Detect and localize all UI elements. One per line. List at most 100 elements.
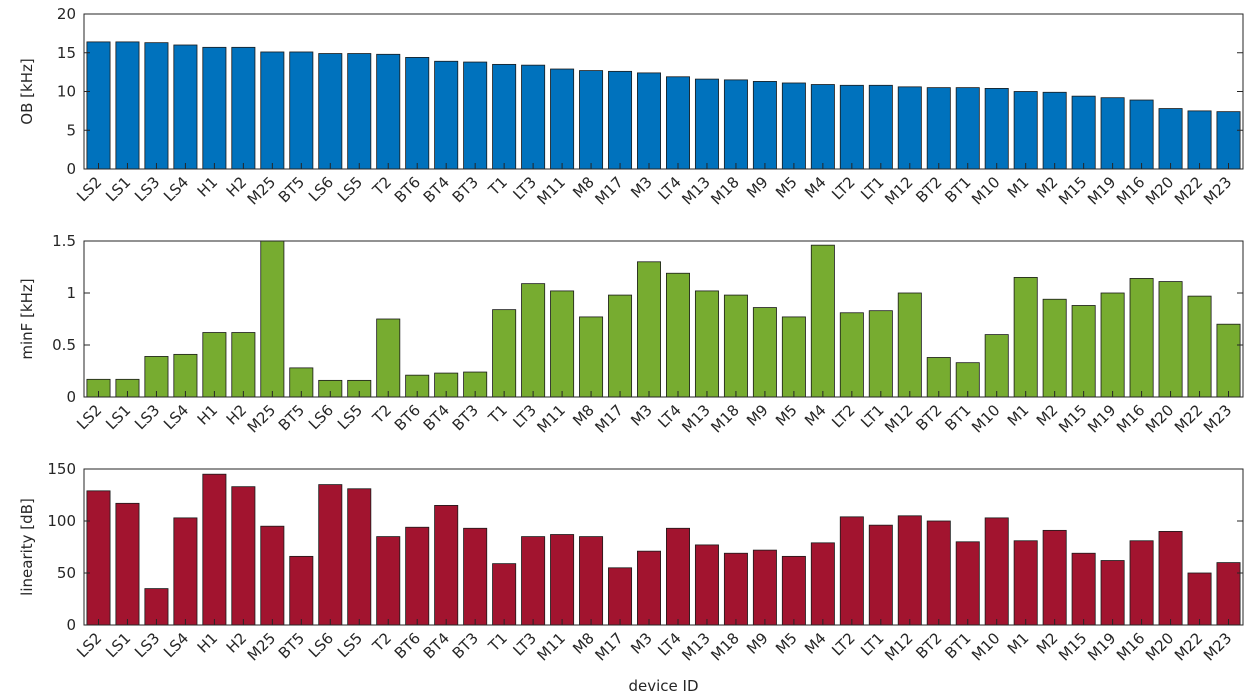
bar-M3 [637,550,661,625]
bar-M17 [608,567,633,625]
xtick-label-M13: M13 [678,401,713,436]
bar-M9 [752,81,777,169]
bar-M3 [637,72,661,169]
bar-T1 [492,309,517,397]
bar-M22 [1187,295,1212,397]
bar-BT3 [463,371,488,397]
bar-BT6 [405,526,430,625]
bar-LT2 [839,84,864,169]
xtick-label-M25: M25 [244,173,279,208]
ytick-label: 10 [57,83,76,101]
xtick-label-M20: M20 [1142,173,1177,208]
y-axis-title: minF [kHz] [18,278,36,359]
bar-M12 [897,292,922,397]
bar-LT1 [868,524,893,625]
bar-M5 [781,82,806,169]
bar-LT4 [666,272,690,397]
bar-LT2 [839,312,864,397]
bar-M18 [723,294,748,397]
xtick-label-M16: M16 [1113,401,1148,436]
bar-LT2 [839,516,864,625]
bar-M2 [1042,91,1067,169]
xtick-label-M11: M11 [534,629,569,664]
xtick-label-M20: M20 [1142,401,1177,436]
xtick-label-M12: M12 [881,173,916,208]
ytick-label: 5 [66,121,76,139]
bar-LS4 [173,517,198,625]
bar-M13 [694,78,719,169]
xtick-label-M17: M17 [591,401,626,436]
xtick-label-M5: M5 [772,173,801,202]
xtick-label-H1: H1 [194,629,221,656]
xtick-label-M13: M13 [678,629,713,664]
xtick-label-M1: M1 [1004,629,1033,658]
xtick-label-LS4: LS4 [160,173,192,205]
xtick-label-M3: M3 [627,629,656,658]
xtick-label-BT3: BT3 [449,401,482,434]
ytick-label: 0 [66,160,76,178]
xtick-label-M18: M18 [707,173,742,208]
bar-H1 [202,46,227,169]
ytick-label: 1.5 [52,232,76,250]
bar-LS5 [347,488,372,625]
xtick-label-T2: T2 [368,173,395,200]
bar-T2 [376,536,401,625]
ytick-label: 0 [66,388,76,406]
bar-M4 [810,542,835,625]
xtick-label-M25: M25 [244,401,279,436]
bar-BT1 [955,541,980,625]
bar-T2 [376,318,401,397]
bar-LT1 [868,84,893,169]
xtick-label-LS2: LS2 [73,173,105,205]
xtick-label-M19: M19 [1084,401,1119,436]
xtick-label-M1: M1 [1004,401,1033,430]
xtick-label-LS2: LS2 [73,401,105,433]
xtick-label-BT1: BT1 [941,173,974,206]
bar-LS3 [144,356,169,397]
bar-LT4 [666,527,690,625]
xtick-label-M13: M13 [678,173,713,208]
bar-BT1 [955,87,980,169]
bar-M5 [781,316,806,397]
bar-LT3 [521,64,546,169]
xtick-label-BT1: BT1 [941,629,974,662]
bar-M20 [1158,531,1183,625]
bar-H2 [231,46,256,169]
bar-M17 [608,294,633,397]
ytick-label: 15 [57,44,76,62]
bar-LS3 [144,42,169,169]
bar-BT3 [463,527,488,625]
xtick-label-M3: M3 [627,401,656,430]
xtick-label-BT5: BT5 [275,401,308,434]
bar-M25 [260,51,285,169]
xtick-label-M1: M1 [1004,173,1033,202]
xtick-label-M23: M23 [1200,629,1235,664]
bar-M12 [897,86,922,169]
xtick-label-LT2: LT2 [828,401,858,431]
bar-BT4 [434,504,459,625]
bar-LT1 [868,310,893,397]
xtick-label-M10: M10 [968,629,1003,664]
bar-M25 [260,241,285,397]
bar-M15 [1071,552,1096,625]
xtick-label-M10: M10 [968,173,1003,208]
xtick-label-M12: M12 [881,401,916,436]
xtick-label-BT1: BT1 [941,401,974,434]
bar-BT2 [926,357,951,397]
ytick-label: 20 [57,5,76,23]
bar-M3 [637,261,661,397]
bar-M10 [984,334,1009,397]
xtick-label-M10: M10 [968,401,1003,436]
xtick-label-T2: T2 [368,629,395,656]
bar-M15 [1071,95,1096,169]
bar-LS1 [115,41,140,169]
bar-M13 [694,290,719,397]
bar-LS1 [115,502,140,625]
bar-M19 [1100,560,1125,625]
xtick-label-M4: M4 [801,173,830,202]
bar-LS2 [86,41,111,169]
bar-LS5 [347,53,372,169]
bar-M4 [810,244,835,397]
bar-M9 [752,549,777,625]
